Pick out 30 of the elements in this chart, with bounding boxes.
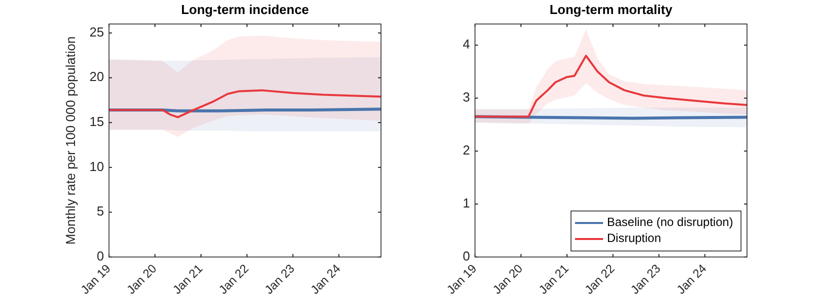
- legend-label: Baseline (no disruption): [607, 215, 734, 230]
- y-tick-label: 5: [96, 204, 104, 219]
- x-tick-label: Jan 22: [582, 261, 618, 297]
- y-tick-label: 2: [462, 142, 470, 158]
- line-series: [108, 89, 382, 118]
- x-tick-label: Jan 20: [490, 261, 526, 297]
- y-tick-label: 1: [462, 195, 470, 210]
- x-tick-label: Jan 21: [170, 261, 206, 297]
- x-tick-label: Jan 19: [78, 261, 114, 297]
- x-tick-label: Jan 19: [444, 261, 480, 297]
- x-tick-label: Jan 21: [536, 261, 572, 297]
- x-tick-label: Jan 23: [262, 261, 298, 297]
- line-series: [474, 54, 748, 118]
- y-tick-label: 4: [462, 36, 470, 52]
- y-tick-label: 0: [96, 248, 104, 264]
- x-tick-label: Jan 24: [308, 261, 344, 297]
- y-tick-label: 3: [462, 90, 470, 105]
- y-axis-title: Monthly rate per 100 000 population: [63, 36, 78, 245]
- y-tick-label: 0: [462, 248, 470, 264]
- x-tick-label: Jan 20: [124, 261, 160, 297]
- x-tick-label: Jan 23: [628, 261, 664, 297]
- y-tick-label: 10: [90, 158, 104, 174]
- y-tick-label: 25: [90, 24, 104, 40]
- y-tick-label: 20: [90, 69, 104, 84]
- x-tick-label: Jan 22: [216, 261, 252, 297]
- chart-title: Long-term mortality: [550, 2, 674, 17]
- x-tick-label: Jan 24: [674, 261, 710, 297]
- legend-label: Disruption: [607, 231, 662, 246]
- chart-title: Long-term incidence: [181, 2, 309, 17]
- y-tick-label: 15: [90, 114, 104, 130]
